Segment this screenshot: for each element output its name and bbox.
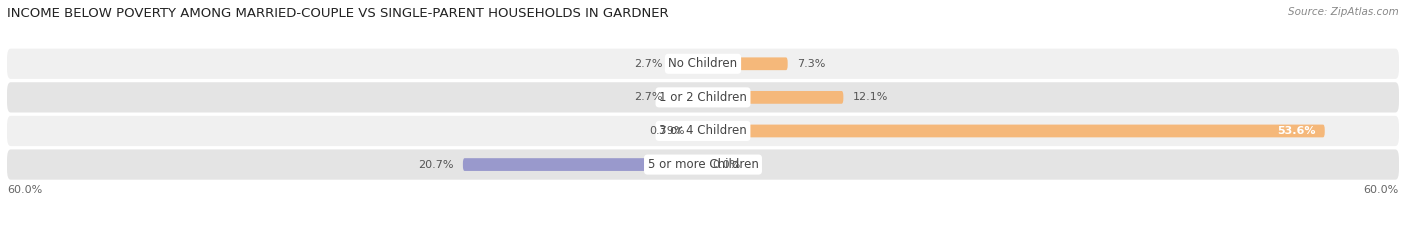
FancyBboxPatch shape: [703, 57, 787, 70]
Text: 60.0%: 60.0%: [7, 185, 42, 195]
Text: Source: ZipAtlas.com: Source: ZipAtlas.com: [1288, 7, 1399, 17]
Text: 60.0%: 60.0%: [1364, 185, 1399, 195]
FancyBboxPatch shape: [703, 125, 1324, 137]
Text: 2.7%: 2.7%: [634, 59, 662, 69]
Text: 5 or more Children: 5 or more Children: [648, 158, 758, 171]
Text: 1 or 2 Children: 1 or 2 Children: [659, 91, 747, 104]
FancyBboxPatch shape: [7, 149, 1399, 180]
Text: No Children: No Children: [668, 57, 738, 70]
FancyBboxPatch shape: [7, 49, 1399, 79]
FancyBboxPatch shape: [672, 57, 703, 70]
FancyBboxPatch shape: [672, 91, 703, 104]
FancyBboxPatch shape: [7, 82, 1399, 113]
Text: 53.6%: 53.6%: [1277, 126, 1316, 136]
Text: 3 or 4 Children: 3 or 4 Children: [659, 124, 747, 137]
FancyBboxPatch shape: [693, 125, 703, 137]
FancyBboxPatch shape: [703, 91, 844, 104]
Text: 0.79%: 0.79%: [650, 126, 685, 136]
Text: INCOME BELOW POVERTY AMONG MARRIED-COUPLE VS SINGLE-PARENT HOUSEHOLDS IN GARDNER: INCOME BELOW POVERTY AMONG MARRIED-COUPL…: [7, 7, 669, 20]
Text: 0.0%: 0.0%: [713, 160, 741, 170]
Text: 20.7%: 20.7%: [418, 160, 454, 170]
Text: 2.7%: 2.7%: [634, 92, 662, 102]
FancyBboxPatch shape: [7, 116, 1399, 146]
Text: 7.3%: 7.3%: [797, 59, 825, 69]
FancyBboxPatch shape: [463, 158, 703, 171]
Text: 12.1%: 12.1%: [852, 92, 889, 102]
